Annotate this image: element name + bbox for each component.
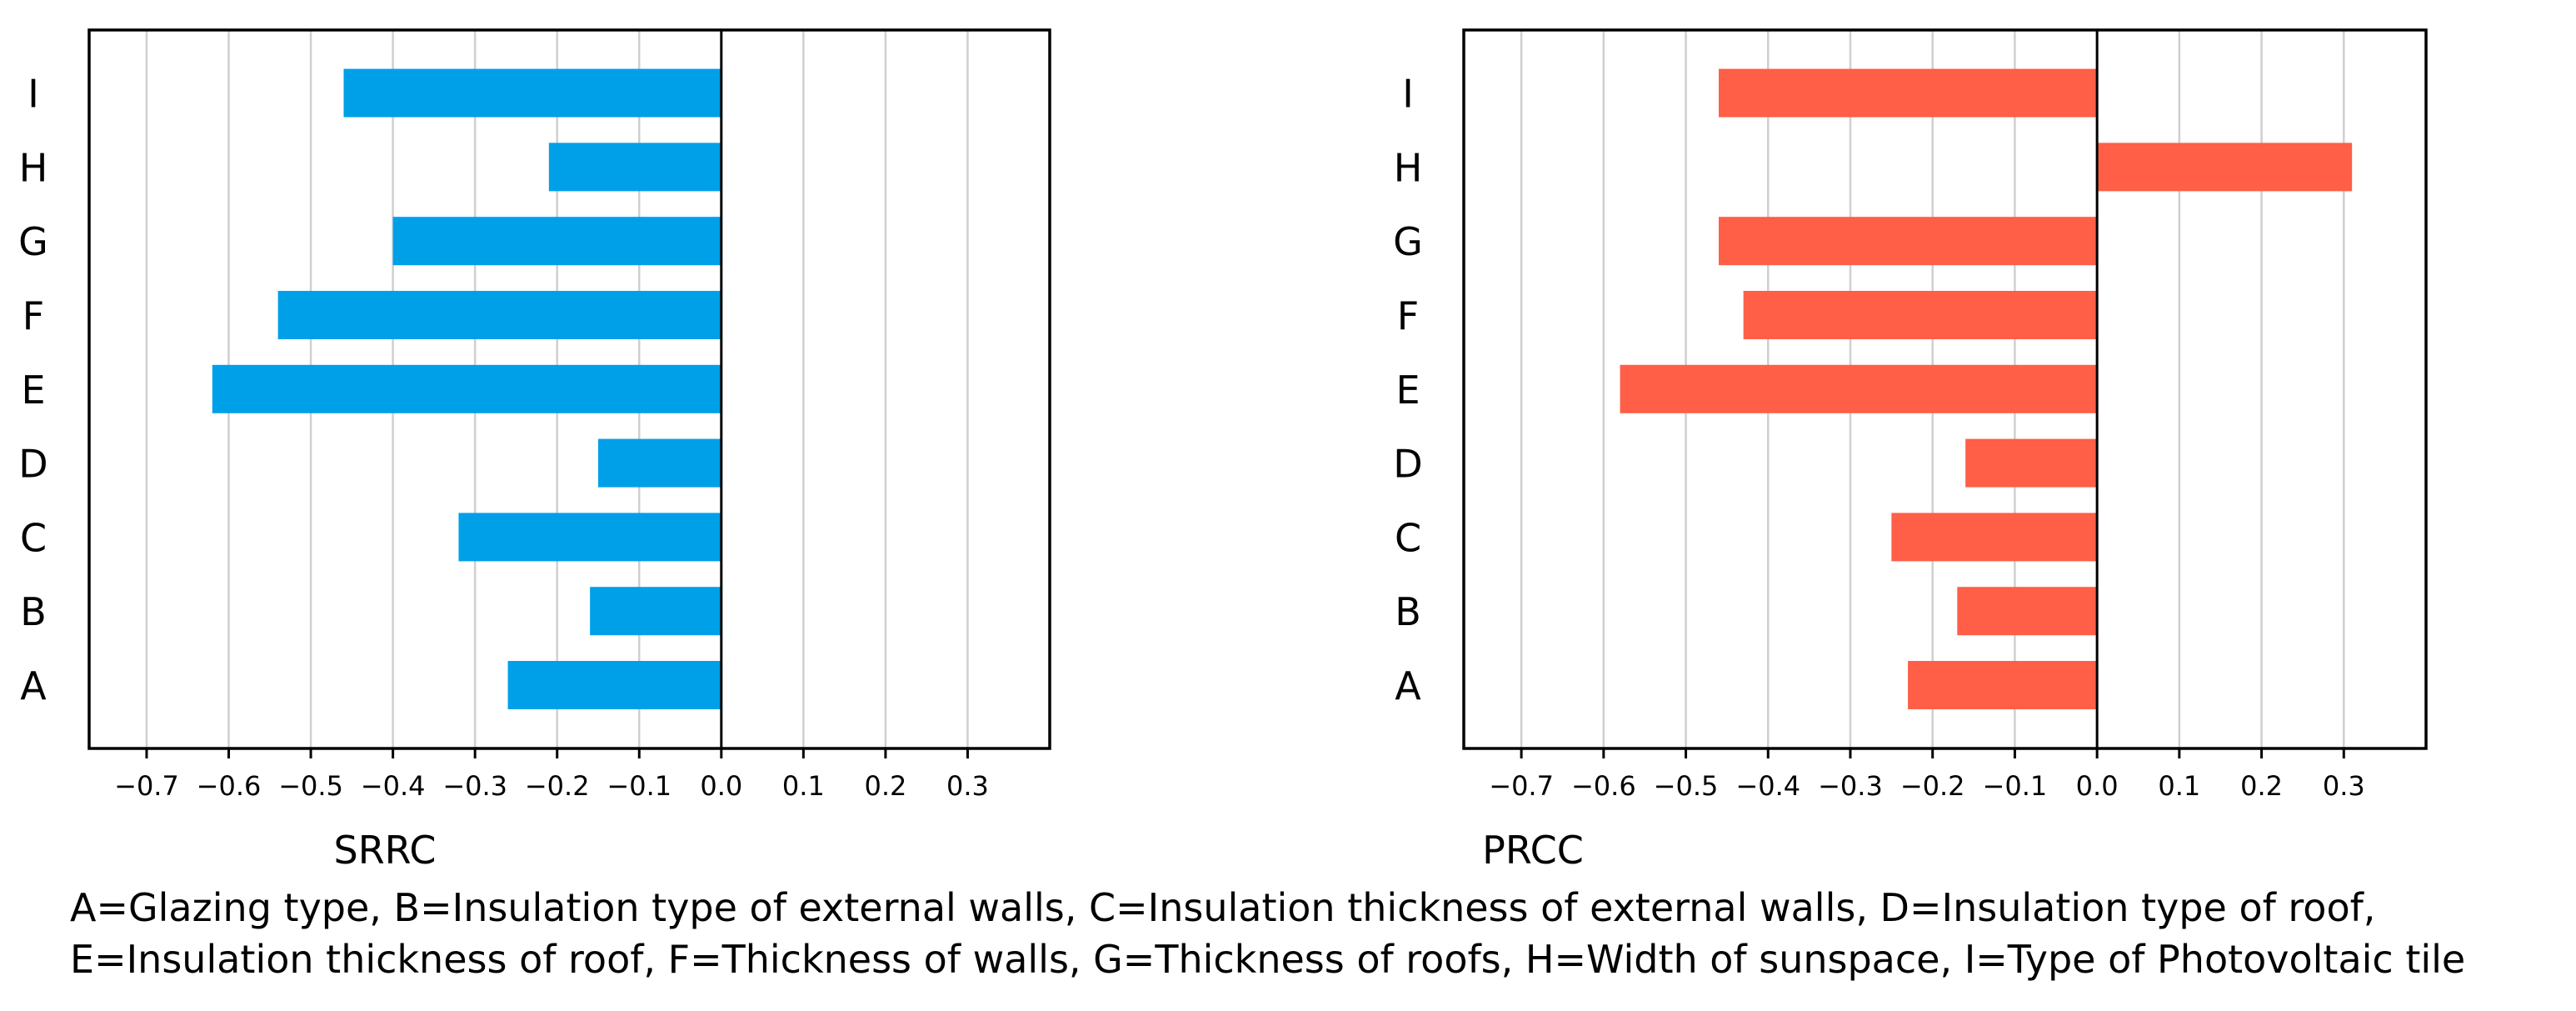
srrc-x-tick-label: −0.4 (361, 770, 426, 802)
srrc-category-label: A (20, 663, 47, 708)
srrc-x-tick-label: −0.7 (114, 770, 179, 802)
srrc-bar-c (458, 513, 721, 562)
prcc-plot-frame (1462, 28, 2428, 750)
srrc-plot-frame (87, 28, 1051, 750)
srrc-bar-f (277, 291, 721, 339)
srrc-category-label: B (20, 589, 47, 634)
prcc-x-tick-label: 0.2 (2240, 770, 2283, 802)
prcc-bar-h (2097, 143, 2353, 192)
srrc-bar-i (343, 68, 721, 118)
srrc-x-tick-label: −0.3 (442, 770, 507, 802)
prcc-bar-b (1957, 587, 2098, 636)
figure-caption: A=Glazing type, B=Insulation type of ext… (70, 882, 2561, 985)
prcc-bar-c (1891, 513, 2098, 562)
prcc-category-label: G (1393, 219, 1423, 264)
srrc-category-label: F (22, 293, 44, 338)
prcc-x-tick-label: 0.3 (2323, 770, 2365, 802)
srrc-category-label: I (27, 72, 39, 117)
srrc-x-tick-label: −0.2 (525, 770, 590, 802)
prcc-category-label: H (1394, 145, 1423, 190)
prcc-x-tick-label: 0.0 (2076, 770, 2119, 802)
prcc-bar-a (1908, 661, 2098, 709)
srrc-category-label: D (18, 442, 47, 487)
prcc-x-tick-label: −0.1 (1983, 770, 2048, 802)
srrc-x-tick-label: −0.5 (278, 770, 343, 802)
srrc-x-tick-label: 0.0 (700, 770, 742, 802)
srrc-bar-g (392, 217, 721, 266)
prcc-panel: A B C D E F G H I −0.7 −0.6 −0.5 −0.4 −0.3 −0.2 −0.1 0.0… (0, 0, 2428, 883)
prcc-x-tick-label: −0.7 (1489, 770, 1554, 802)
prcc-x-tick-label: −0.4 (1735, 770, 1800, 802)
prcc-x-tick-label: 0.1 (2158, 770, 2200, 802)
prcc-bar-e (1620, 364, 2098, 413)
srrc-category-label: H (19, 145, 48, 190)
prcc-category-label: E (1395, 368, 1420, 413)
prcc-x-tick-label: −0.6 (1571, 770, 1636, 802)
prcc-category-label: B (1395, 589, 1421, 634)
srrc-x-tick-label: 0.1 (782, 770, 825, 802)
srrc-x-tick-label: −0.1 (607, 770, 671, 802)
srrc-category-label: G (18, 219, 48, 264)
srrc-category-label: E (21, 368, 45, 413)
srrc-x-tick-label: 0.2 (864, 770, 906, 802)
srrc-x-tick-label: −0.6 (197, 770, 262, 802)
prcc-category-label: C (1395, 515, 1421, 560)
srrc-bar-a (507, 661, 721, 709)
prcc-x-tick-label: −0.2 (1900, 770, 1965, 802)
prcc-chart-title: PRCC (1482, 828, 1584, 873)
prcc-x-tick-label: −0.5 (1654, 770, 1719, 802)
srrc-chart-title: SRRC (333, 828, 437, 873)
prcc-bar-g (1719, 217, 2098, 266)
prcc-category-label: D (1393, 442, 1422, 487)
srrc-bar-e (212, 364, 721, 413)
caption-line-1: A=Glazing type, B=Insulation type of ext… (70, 885, 2376, 930)
srrc-bar-h (548, 143, 721, 192)
srrc-bar-d (597, 438, 721, 488)
srrc-x-tick-label: 0.3 (946, 770, 989, 802)
prcc-category-label: F (1397, 293, 1419, 338)
caption-line-2: E=Insulation thickness of roof, F=Thickn… (70, 937, 2466, 982)
srrc-category-label: C (20, 515, 47, 560)
prcc-category-label: I (1402, 72, 1414, 117)
prcc-bar-i (1719, 68, 2098, 118)
srrc-bar-b (590, 587, 721, 636)
srrc-panel: A B C D E F G H I −0.7 −0.6 −0.5 −0.4 −0.3 −0.2 −0.1 0.0… (0, 0, 1288, 883)
prcc-category-label: A (1395, 663, 1421, 708)
prcc-x-tick-label: −0.3 (1818, 770, 1883, 802)
prcc-bar-f (1743, 291, 2098, 339)
prcc-bar-d (1965, 438, 2098, 488)
